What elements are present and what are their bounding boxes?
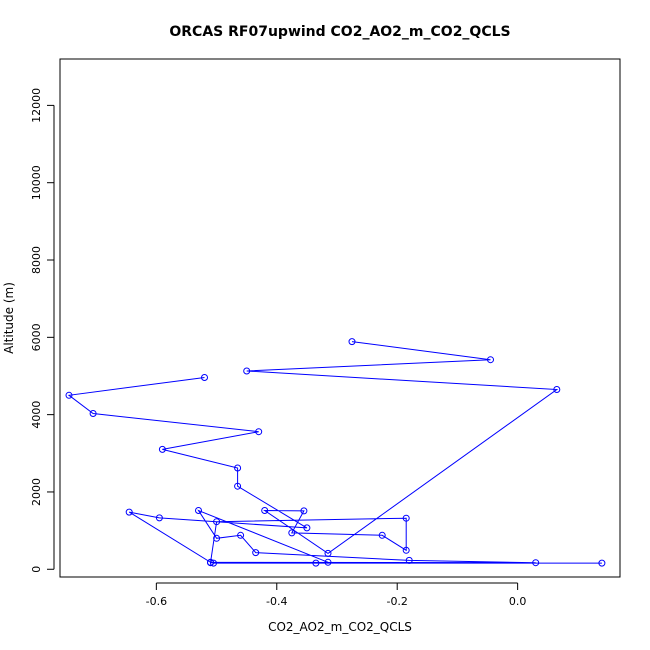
data-point bbox=[195, 507, 202, 514]
data-point bbox=[312, 559, 320, 567]
data-point bbox=[598, 559, 606, 567]
y-tick-label: 4000 bbox=[30, 401, 43, 429]
x-tick-label: -0.4 bbox=[266, 595, 287, 608]
plot-area bbox=[65, 338, 606, 567]
data-point bbox=[213, 518, 221, 526]
y-tick-label: 12000 bbox=[30, 88, 43, 123]
data-point bbox=[405, 556, 413, 564]
x-tick-label: -0.2 bbox=[386, 595, 407, 608]
data-point bbox=[89, 410, 97, 417]
data-point bbox=[234, 464, 242, 472]
data-point bbox=[261, 507, 269, 514]
data-point bbox=[210, 559, 217, 567]
data-point bbox=[487, 356, 494, 364]
data-point bbox=[252, 549, 260, 557]
data-point bbox=[288, 529, 296, 537]
data-point bbox=[155, 514, 163, 522]
data-point bbox=[234, 482, 242, 490]
y-tick-label: 8000 bbox=[30, 246, 43, 274]
y-tick-label: 2000 bbox=[30, 478, 43, 506]
data-point bbox=[207, 558, 214, 566]
data-point bbox=[303, 524, 311, 532]
data-point bbox=[324, 558, 332, 566]
data-point bbox=[158, 445, 166, 453]
data-point bbox=[553, 386, 561, 393]
data-point bbox=[402, 546, 410, 554]
data-point bbox=[378, 531, 386, 539]
y-tick-label: 6000 bbox=[30, 323, 43, 351]
y-axis-title: Altitude (m) bbox=[2, 282, 16, 354]
x-axis: -0.6 -0.4 -0.2 0.0 bbox=[146, 582, 527, 608]
data-point bbox=[213, 534, 221, 542]
data-point bbox=[65, 391, 73, 399]
data-point bbox=[348, 338, 356, 346]
data-point bbox=[300, 507, 308, 515]
x-tick-label: -0.6 bbox=[146, 595, 167, 608]
y-axis: 0 2000 4000 6000 8000 10000 12000 bbox=[30, 88, 55, 573]
data-point bbox=[243, 367, 251, 375]
data-point bbox=[201, 374, 208, 381]
plot-frame bbox=[59, 58, 621, 578]
data-point bbox=[532, 559, 540, 567]
x-axis-title: CO2_AO2_m_CO2_QCLS bbox=[268, 620, 412, 634]
y-tick-label: 10000 bbox=[30, 165, 43, 200]
data-point bbox=[237, 531, 245, 539]
x-tick-label: 0.0 bbox=[509, 595, 527, 608]
data-point bbox=[324, 549, 332, 557]
chart-title: ORCAS RF07upwind CO2_AO2_m_CO2_QCLS bbox=[169, 24, 510, 40]
y-tick-label: 0 bbox=[30, 566, 43, 573]
series-line bbox=[67, 341, 602, 564]
data-point bbox=[125, 508, 133, 516]
data-point bbox=[255, 428, 263, 436]
data-point bbox=[402, 514, 410, 522]
